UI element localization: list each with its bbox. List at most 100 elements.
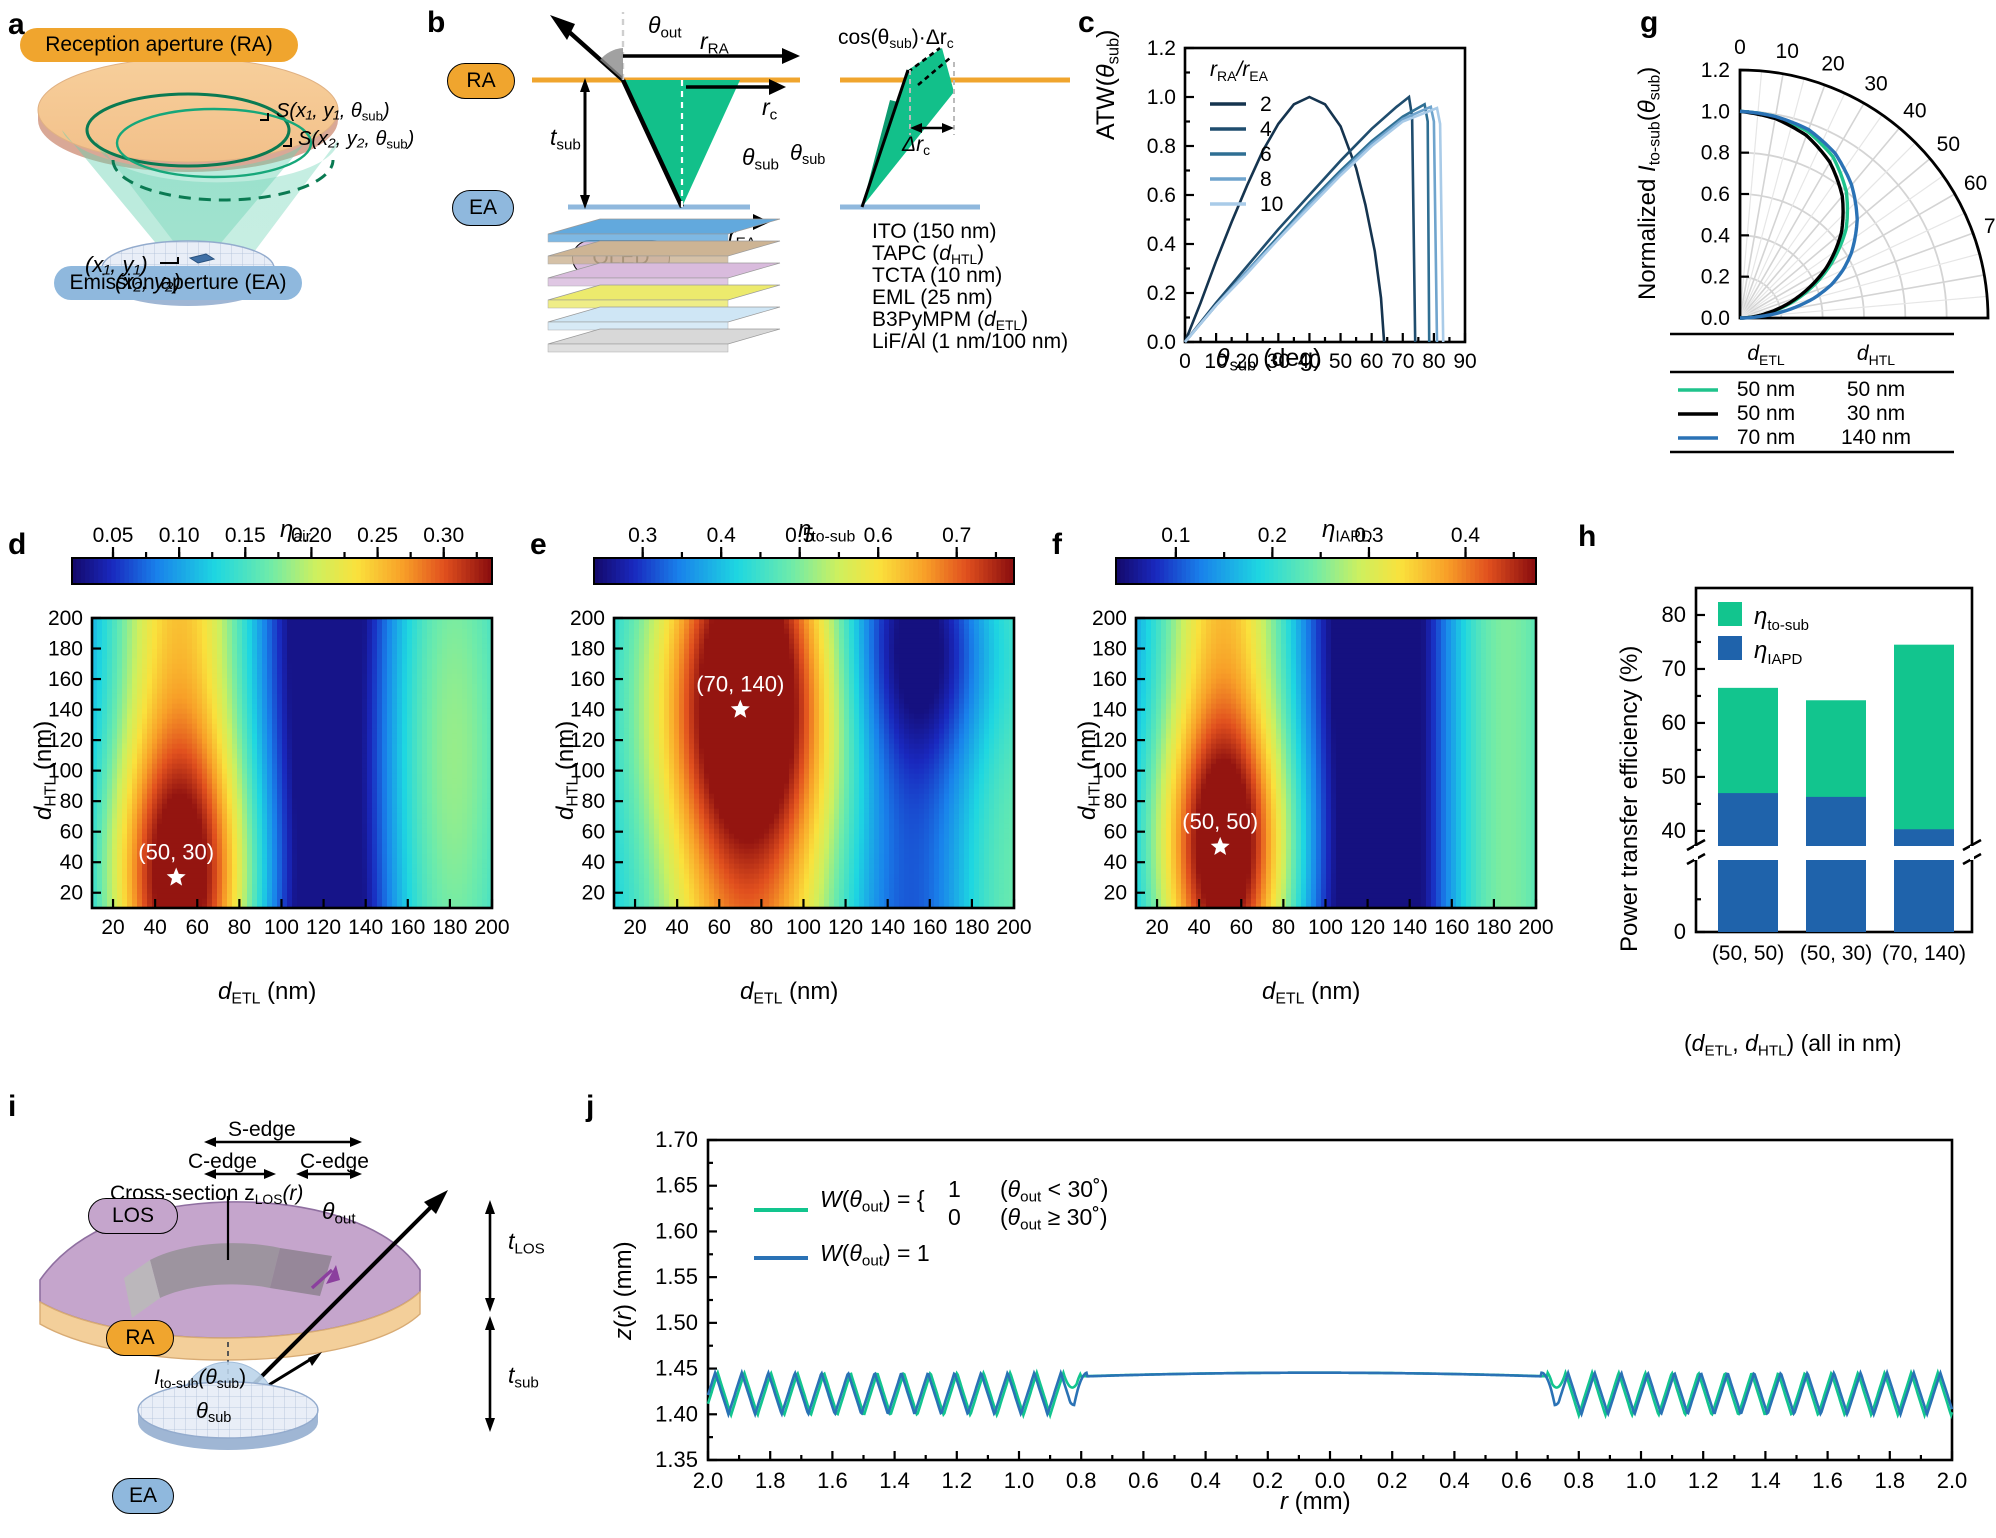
panelF-xtick: 120 <box>1350 916 1385 939</box>
panelE-ytick: 60 <box>582 821 605 844</box>
ea-pill-b: EA <box>452 190 514 226</box>
panel-c-ytick: 0.6 <box>1147 184 1176 207</box>
s-edge-label: S-edge <box>228 1118 296 1142</box>
panelE-ytick: 40 <box>582 851 605 874</box>
panel-g-atick: 0 <box>1734 36 1746 59</box>
r-c-label: rc <box>762 94 777 123</box>
s2-label: S(x₂, y₂, θsub) <box>298 128 414 152</box>
weighting-cond-top: (θout < 30˚) <box>1000 1176 1108 1205</box>
panel-h-ytick: 70 <box>1662 656 1686 681</box>
oled-layer-label: TCTA (10 nm) <box>872 264 1002 288</box>
theta-sub-label-i: θsub <box>196 1398 231 1426</box>
panel-j-xtick: 1.4 <box>1750 1468 1781 1493</box>
panel-j-ytick: 1.35 <box>655 1447 698 1472</box>
panelF-ytick: 20 <box>1104 882 1127 905</box>
panel-h-ytick: 0 <box>1674 919 1686 944</box>
panelE-xtick: 60 <box>708 916 731 939</box>
panel-g-row-dhtl: 50 nm <box>1847 378 1905 401</box>
panel-c-legend-label: 2 <box>1260 93 1272 116</box>
panel-h-xtick: (50, 50) <box>1712 942 1784 965</box>
los-pill: LOS <box>88 1198 178 1234</box>
panelF-ytick: 140 <box>1092 699 1127 722</box>
panel-c-legend-label: 4 <box>1260 118 1272 141</box>
t-sub-label-i: tsub <box>508 1362 539 1391</box>
panelE-xtick: 160 <box>912 916 947 939</box>
panel-j-ytick: 1.60 <box>655 1218 698 1243</box>
t-los-label: tLOS <box>508 1228 545 1257</box>
oled-layer-top <box>548 263 780 278</box>
panel-j-xtick: 0.6 <box>1128 1468 1159 1493</box>
panel-c-xtick: 80 <box>1422 350 1445 373</box>
panel-j-xtick: 1.6 <box>1812 1468 1843 1493</box>
panel-j-xtick: 0.6 <box>1501 1468 1532 1493</box>
panel-j-xtick: 1.8 <box>755 1468 786 1493</box>
oled-layer-label: EML (25 nm) <box>872 286 993 310</box>
panelF-cbar-tick: 0.1 <box>1161 524 1190 547</box>
panel-c-ytick: 0.8 <box>1147 135 1176 158</box>
panel-h-ytick: 50 <box>1662 764 1686 789</box>
r-ra-label: rRA <box>700 28 729 57</box>
panelF-xtick: 20 <box>1145 916 1168 939</box>
panelF-ytick: 200 <box>1092 607 1127 630</box>
panelD-ytick: 20 <box>60 882 83 905</box>
panel-c-legend-title: rRA/rEA <box>1210 58 1269 84</box>
panel-j-xlabel: r (mm) <box>1280 1488 1351 1516</box>
panelF-xtick: 160 <box>1434 916 1469 939</box>
t-sub-label-b: tsub <box>550 124 581 153</box>
panel-j-xtick: 0.8 <box>1564 1468 1595 1493</box>
panel-c-xtick: 50 <box>1329 350 1352 373</box>
panel-g-row-detl: 70 nm <box>1737 426 1795 449</box>
panel-e-xlabel: dETL (nm) <box>740 978 838 1008</box>
panel-c-xtick: 70 <box>1391 350 1414 373</box>
panel-c-legend-label: 6 <box>1260 143 1272 166</box>
panel-f-xlabel: dETL (nm) <box>1262 978 1360 1008</box>
oled-layer-top <box>548 329 780 344</box>
panel-j-xtick: 1.2 <box>942 1468 973 1493</box>
panel-c-legend-label: 10 <box>1260 193 1283 216</box>
panelD-ytick: 140 <box>48 699 83 722</box>
panel-h-legend-iapd: ηIAPD <box>1754 637 1803 668</box>
panelF-xtick: 100 <box>1308 916 1343 939</box>
panelF-xtick: 60 <box>1230 916 1253 939</box>
panel-h-ytick: 80 <box>1662 602 1686 627</box>
panel-j-ytick: 1.70 <box>655 1127 698 1152</box>
panel-j-ytick: 1.65 <box>655 1173 698 1198</box>
panelD-ytick: 60 <box>60 821 83 844</box>
panelD-xtick: 180 <box>432 916 467 939</box>
theta-out-label-b: θout <box>648 12 682 41</box>
ra-pill-b: RA <box>447 63 515 99</box>
oled-layer-top <box>548 241 780 256</box>
panelD-xtick: 60 <box>186 916 209 939</box>
panel-label-h: h <box>1578 520 1596 554</box>
panelD-xtick: 140 <box>348 916 383 939</box>
panelE-xtick: 20 <box>623 916 646 939</box>
panel-h-bar-iapd <box>1894 829 1954 932</box>
panel-c-xtick: 90 <box>1453 350 1476 373</box>
panel-g-row-dhtl: 140 nm <box>1841 426 1911 449</box>
panel-c-ytick: 0.4 <box>1147 233 1177 256</box>
panelE-xtick: 120 <box>828 916 863 939</box>
coord-2-label: (x₂, y₂) <box>115 269 181 295</box>
weighting-cond-bot: (θout ≥ 30˚) <box>1000 1204 1108 1233</box>
panel-g-rtick: 1.0 <box>1701 100 1730 123</box>
panelF-xtick: 140 <box>1392 916 1427 939</box>
panelE-cbar-tick: 0.3 <box>628 524 657 547</box>
panelF-ytick: 80 <box>1104 790 1127 813</box>
panel-h-xtick: (50, 30) <box>1800 942 1872 965</box>
panel-c-ytick: 0.2 <box>1147 282 1176 305</box>
panel-j-ytick: 1.50 <box>655 1310 698 1335</box>
oled-layer-top <box>548 307 780 322</box>
weighting-val-bot: 0 <box>948 1204 961 1231</box>
panel-c-xtick: 0 <box>1179 350 1191 373</box>
panel-c-curve <box>1185 107 1437 342</box>
panel-j-xtick: 0.8 <box>1066 1468 1097 1493</box>
panel-j-xtick: 2.0 <box>1937 1468 1968 1493</box>
c-edge-right-label: C-edge <box>300 1150 369 1174</box>
panel-c-xtick: 60 <box>1360 350 1383 373</box>
panel-h-ytick: 40 <box>1662 818 1686 843</box>
panel-c-ylabel: ATW(θsub) <box>1092 29 1124 140</box>
s1-label: S(x₁, y₁, θsub) <box>276 100 390 124</box>
panel-h-legend-swatch-to-sub <box>1718 602 1742 626</box>
